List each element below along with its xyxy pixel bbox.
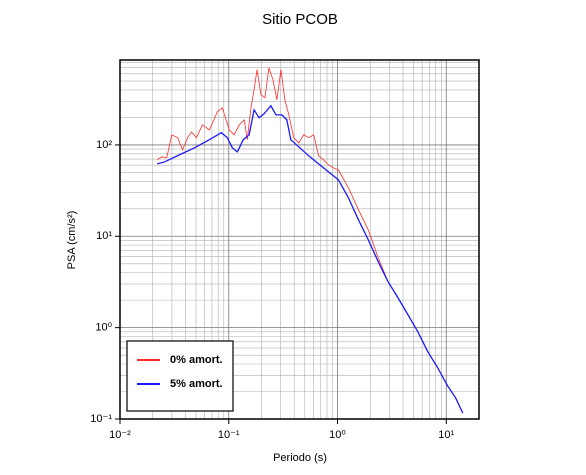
- chart-title: Sitio PCOB: [262, 11, 338, 28]
- y-tick-label: 10¹: [96, 230, 112, 242]
- x-tick-label: 10¹: [438, 429, 454, 441]
- x-tick-label: 10⁻²: [109, 429, 131, 441]
- y-tick-label: 10²: [96, 139, 112, 151]
- legend-box: [126, 340, 234, 412]
- series-line: [157, 104, 464, 414]
- legend-label: 0% amort.: [170, 354, 223, 366]
- series-line: [157, 67, 464, 414]
- plot-frame: [119, 59, 480, 420]
- y-tick-label: 10⁻¹: [90, 413, 112, 425]
- x-axis-label: Periodo (s): [273, 452, 327, 464]
- legend-label: 5% amort.: [170, 378, 223, 390]
- y-tick-label: 10⁰: [95, 322, 112, 334]
- x-tick-label: 10⁰: [329, 429, 346, 441]
- y-axis-label: PSA (cm/s²): [66, 211, 78, 270]
- x-tick-label: 10⁻¹: [218, 429, 240, 441]
